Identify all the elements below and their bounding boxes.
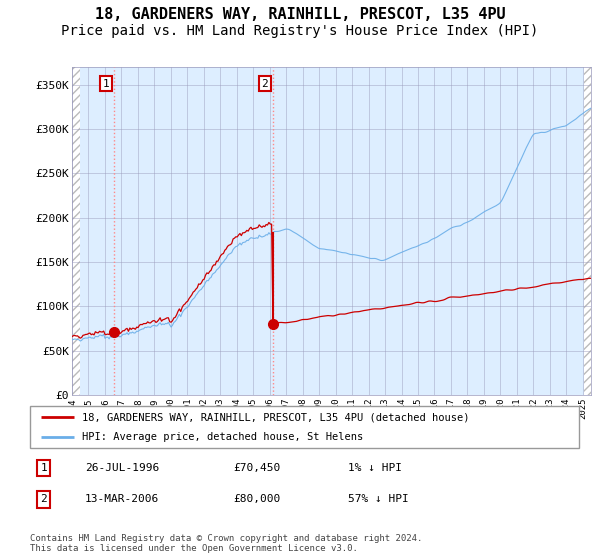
Text: 57% ↓ HPI: 57% ↓ HPI [349,494,409,505]
Text: 1: 1 [40,463,47,473]
Bar [584,67,600,395]
Text: £70,450: £70,450 [233,463,280,473]
Text: 26-JUL-1996: 26-JUL-1996 [85,463,159,473]
Text: 1% ↓ HPI: 1% ↓ HPI [349,463,403,473]
Text: HPI: Average price, detached house, St Helens: HPI: Average price, detached house, St H… [82,432,364,442]
Bar [72,67,80,395]
Text: 2: 2 [262,78,268,88]
Text: Contains HM Land Registry data © Crown copyright and database right 2024.
This d: Contains HM Land Registry data © Crown c… [30,534,422,553]
Text: 18, GARDENERS WAY, RAINHILL, PRESCOT, L35 4PU: 18, GARDENERS WAY, RAINHILL, PRESCOT, L3… [95,7,505,22]
FancyBboxPatch shape [30,406,579,448]
Text: 2: 2 [40,494,47,505]
Text: 18, GARDENERS WAY, RAINHILL, PRESCOT, L35 4PU (detached house): 18, GARDENERS WAY, RAINHILL, PRESCOT, L3… [82,412,470,422]
Text: Price paid vs. HM Land Registry's House Price Index (HPI): Price paid vs. HM Land Registry's House … [61,24,539,38]
Text: £80,000: £80,000 [233,494,280,505]
Text: 1: 1 [103,78,109,88]
Text: 13-MAR-2006: 13-MAR-2006 [85,494,159,505]
